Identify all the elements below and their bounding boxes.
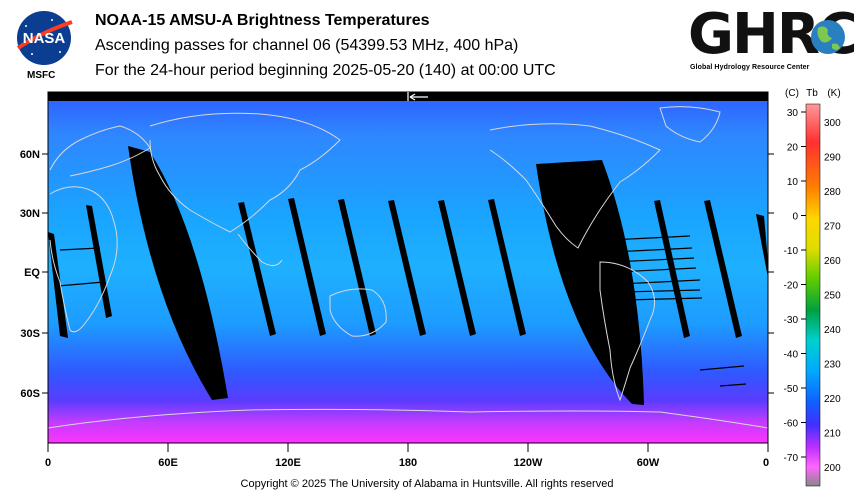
colorbar-celsius-label: -30 [784, 315, 799, 326]
colorbar-kelvin-label: 200 [824, 463, 841, 474]
scan-dropouts [57, 235, 747, 387]
nasa-logo[interactable]: NASA [12, 8, 76, 68]
colorbar-celsius-label: -10 [784, 246, 799, 257]
colorbar-kelvin-label: 300 [824, 118, 841, 129]
lon-label: 0 [45, 457, 51, 469]
colorbar-celsius-label: -70 [784, 453, 799, 464]
data-gap-swath [488, 199, 526, 336]
data-gap-swath [438, 200, 476, 336]
data-gap-swath [288, 198, 326, 336]
colorbar-unit-c: (C) [785, 88, 799, 99]
colorbar-celsius-label: 20 [787, 143, 799, 154]
colorbar-celsius-label: -50 [784, 384, 799, 395]
colorbar-kelvin-label: 290 [824, 153, 841, 164]
left-arrow-icon [407, 92, 428, 101]
colorbar-kelvin-label: 270 [824, 222, 841, 233]
colorbar-kelvin-label: 240 [824, 325, 841, 336]
lon-label: 120E [275, 457, 301, 469]
colorbar-celsius-label: -40 [784, 350, 799, 361]
colorbar-unit-tb: Tb [806, 88, 818, 99]
data-gap-swath [86, 205, 112, 318]
colorbar-celsius-label: 30 [787, 108, 799, 119]
colorbar-celsius-label: 10 [787, 177, 799, 188]
ghrc-subtitle: Global Hydrology Resource Center [690, 64, 810, 71]
colorbar-kelvin-label: 210 [824, 429, 841, 440]
lon-label: 60E [158, 457, 178, 469]
colorbar-kelvin-label: 250 [824, 291, 841, 302]
data-gap-swath [338, 199, 376, 336]
data-gap-swath [704, 200, 742, 338]
copyright-notice: Copyright © 2025 The University of Alaba… [240, 478, 614, 490]
colorbar-unit-k: (K) [827, 88, 840, 99]
colorbar-kelvin-label: 230 [824, 360, 841, 371]
colorbar-celsius-label: 0 [792, 212, 798, 223]
lon-label: 0 [763, 457, 769, 469]
colorbar-kelvin-label: 280 [824, 187, 841, 198]
colorbar: (C) Tb (K) 30 20 10 0 -10 -20 -30 -40 -50 -60 -70 3… [784, 88, 841, 487]
lat-label: 60N [20, 149, 40, 161]
data-gap-swath [536, 160, 644, 405]
colorbar-kelvin-label: 220 [824, 394, 841, 405]
nasa-logo-text: NASA [23, 30, 66, 47]
data-gap-swath [756, 214, 768, 278]
coastlines [47, 106, 769, 429]
lon-label: 60W [637, 457, 660, 469]
lon-label: 180 [399, 457, 417, 469]
lat-label: EQ [24, 267, 40, 279]
lat-label: 30N [20, 208, 40, 220]
map-period: For the 24-hour period beginning 2025-05… [95, 62, 556, 79]
lat-label: 60S [20, 388, 40, 400]
data-gap-swath [128, 146, 228, 400]
map-subtitle: Ascending passes for channel 06 (54399.5… [95, 37, 519, 54]
globe-icon [811, 20, 845, 54]
lon-label: 120W [514, 457, 543, 469]
colorbar-kelvin-label: 260 [824, 256, 841, 267]
data-gap-swath [388, 200, 426, 336]
map-title: NOAA-15 AMSU-A Brightness Temperatures [95, 12, 430, 29]
colorbar-gradient [805, 103, 821, 487]
lat-label: 30S [20, 328, 40, 340]
msfc-label: MSFC [27, 70, 56, 81]
data-gap-swath [238, 202, 276, 336]
colorbar-celsius-label: -20 [784, 281, 799, 292]
colorbar-celsius-label: -60 [784, 419, 799, 430]
